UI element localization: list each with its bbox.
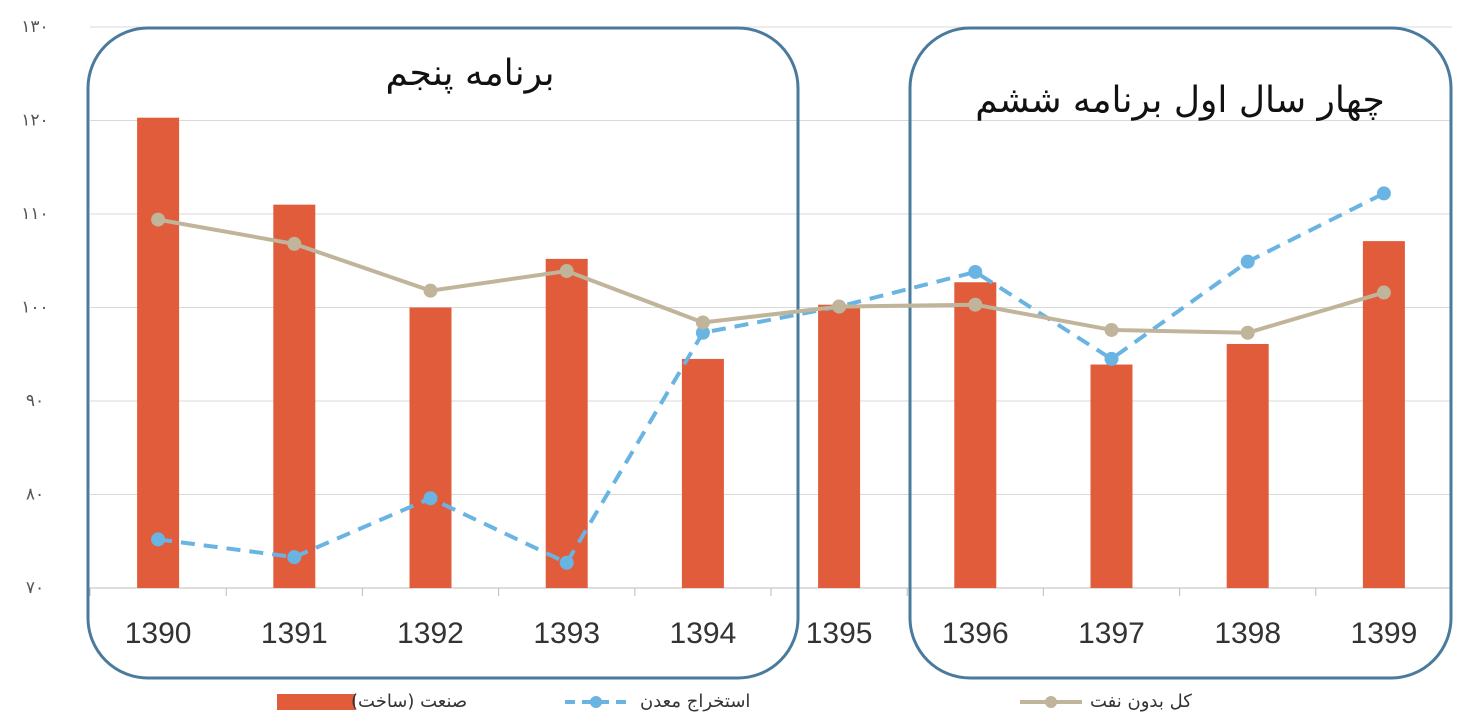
marker <box>151 212 166 227</box>
x-tick-label: 1399 <box>1351 617 1418 650</box>
x-tick-label: 1398 <box>1214 617 1281 650</box>
marker <box>1240 325 1255 340</box>
marker <box>832 299 847 314</box>
bar <box>137 117 180 588</box>
legend-label: کل بدون نفت <box>1090 691 1192 712</box>
x-tick-label: 1396 <box>942 617 1009 650</box>
y-tick-label: ۱۱۰ <box>21 204 48 224</box>
x-tick-label: 1394 <box>670 617 737 650</box>
y-tick-label: ۱۲۰ <box>21 111 48 131</box>
x-tick-label: 1392 <box>397 617 464 650</box>
y-tick-label: ۷۰ <box>26 578 44 598</box>
marker <box>695 325 710 340</box>
plot <box>137 117 1405 589</box>
annotation: چهار سال اول برنامه ششم <box>975 80 1385 121</box>
marker <box>968 264 983 279</box>
marker <box>423 491 438 506</box>
y-tick-label: ۱۰۰ <box>21 298 48 318</box>
marker <box>1376 285 1391 300</box>
marker <box>968 297 983 312</box>
x-tick-label: 1393 <box>533 617 600 650</box>
y-tick-label: ۹۰ <box>26 391 44 411</box>
x-tick-label: 1391 <box>261 617 328 650</box>
y-tick-label: ۱۳۰ <box>21 17 48 37</box>
marker <box>695 315 710 330</box>
marker <box>287 236 302 251</box>
legend-marker <box>590 696 602 708</box>
line <box>157 191 1385 566</box>
marker <box>1104 322 1119 337</box>
marker <box>1376 186 1391 201</box>
bar <box>545 258 588 588</box>
marker <box>1104 351 1119 366</box>
x-tick-label: 1390 <box>125 617 192 650</box>
legend-swatch <box>277 694 355 710</box>
bar <box>681 358 724 588</box>
bar <box>1226 343 1269 588</box>
annotation: برنامه پنجم <box>386 53 555 94</box>
x-tick-label: 1397 <box>1078 617 1145 650</box>
bar <box>1090 364 1133 588</box>
bar <box>818 304 861 588</box>
marker <box>423 283 438 298</box>
legend-label: صنعت (ساخت) <box>351 691 467 712</box>
marker <box>287 550 302 565</box>
legend-marker <box>1045 696 1057 708</box>
annotation-box <box>908 26 1453 680</box>
legend-label: استخراج معدن <box>640 691 750 712</box>
line <box>157 217 1385 335</box>
marker <box>1240 254 1255 269</box>
bar <box>954 282 997 588</box>
x-tick-label: 1395 <box>806 617 873 650</box>
marker <box>559 555 574 570</box>
bar <box>273 204 316 588</box>
y-tick-label: ۸۰ <box>26 485 44 505</box>
bar <box>409 307 452 588</box>
marker <box>559 264 574 279</box>
marker <box>151 532 166 547</box>
annotation-box <box>86 26 800 680</box>
